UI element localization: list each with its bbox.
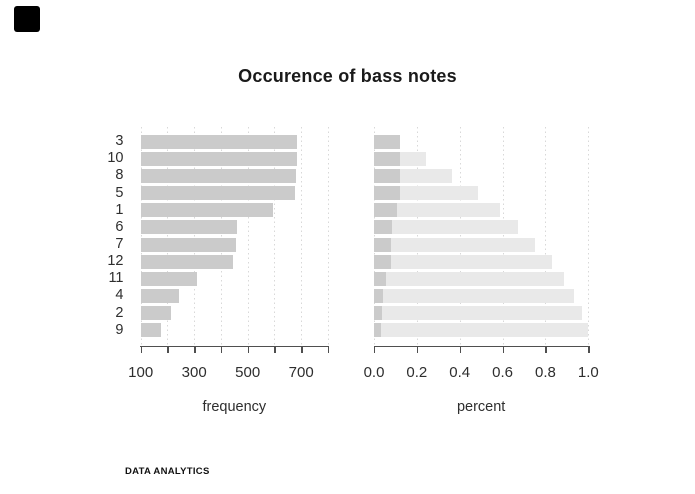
percent-bar-note-9: [374, 323, 381, 338]
gridline: [374, 127, 375, 345]
frequency-bar-note-3: [140, 134, 298, 149]
frequency-bar-note-4: [140, 288, 180, 303]
cumulative-percent-bar-note-10: [374, 151, 427, 166]
x-axis-tick: [459, 346, 462, 353]
gridline: [502, 127, 504, 345]
frequency-bar-note-11: [140, 271, 197, 286]
cumulative-percent-bar-note-8: [374, 168, 452, 183]
percent-bar-note-8: [374, 168, 400, 183]
gridline: [194, 127, 196, 345]
gridline: [247, 127, 249, 345]
cumulative-percent-bar-note-6: [374, 220, 518, 235]
x-axis-tick: [545, 346, 547, 353]
cumulative-percent-bar-note-2: [374, 306, 582, 321]
cumulative-percent-bar-note-3: [374, 134, 401, 149]
y-axis-label-note-6: 6: [115, 218, 124, 235]
frequency-bar-note-5: [140, 186, 295, 201]
y-axis-label-note-7: 7: [115, 236, 124, 252]
y-axis-label-note-2: 2: [115, 304, 124, 321]
frequency-bar-note-12: [140, 254, 233, 269]
cumulative-percent-bar-note-7: [374, 237, 536, 252]
percent-bar-note-5: [374, 186, 400, 201]
percent-bar-note-3: [374, 134, 401, 149]
x-axis-tick: [167, 346, 169, 353]
x-axis-tick: [301, 346, 303, 353]
x-axis-tick: [220, 346, 223, 353]
y-axis-label-note-3: 3: [115, 133, 124, 150]
x-tick-label: 1.0: [577, 364, 599, 381]
percent-bar-note-6: [374, 220, 392, 235]
y-axis-label-note-11: 11: [108, 270, 124, 287]
cumulative-percent-bar-note-4: [374, 288, 574, 303]
x-axis-tick: [247, 346, 250, 353]
x-axis-title-percent: percent: [456, 399, 506, 415]
cumulative-percent-bar-note-5: [374, 186, 478, 201]
x-axis-title-frequency: frequency: [202, 399, 267, 415]
gridline: [274, 127, 276, 345]
y-axis-label-note-12: 12: [107, 253, 124, 270]
percent-bar-note-7: [374, 237, 392, 252]
y-axis-label-note-1: 1: [115, 201, 124, 218]
footer-brand: DATA ANALYTICS: [125, 466, 210, 477]
logo-mark: [14, 6, 40, 32]
x-tick-label: 500: [235, 364, 261, 381]
frequency-bar-note-10: [140, 151, 298, 166]
percent-bar-note-4: [374, 288, 384, 303]
x-tick-label: 0.0: [363, 364, 385, 381]
frequency-bar-note-7: [140, 237, 236, 252]
y-axis-label-note-5: 5: [115, 184, 124, 201]
percent-bar-note-1: [374, 203, 397, 218]
x-tick-label: 700: [288, 364, 314, 381]
percent-bar-note-11: [374, 271, 386, 286]
gridline: [301, 127, 303, 345]
x-tick-label: 0.2: [406, 364, 428, 381]
x-axis-tick: [416, 346, 419, 353]
y-axis-label-note-4: 4: [115, 287, 124, 304]
chart-title: Occurence of bass notes: [238, 66, 457, 86]
percent-bar-note-10: [374, 151, 401, 166]
x-axis-tick: [588, 346, 590, 353]
frequency-bar-note-6: [140, 220, 237, 235]
gridline: [167, 127, 169, 345]
cumulative-percent-bar-note-1: [374, 203, 501, 218]
percent-bar-note-12: [374, 254, 391, 269]
gridline: [459, 127, 461, 345]
x-axis-tick: [327, 346, 330, 353]
x-axis-line: [140, 346, 329, 348]
x-axis-tick: [502, 346, 504, 353]
frequency-bar-note-9: [140, 323, 161, 338]
x-tick-label: 100: [128, 364, 154, 381]
gridline: [327, 127, 329, 345]
percent-bar-note-2: [374, 306, 383, 321]
frequency-bar-note-2: [140, 306, 172, 321]
y-axis-label-note-8: 8: [115, 167, 124, 184]
gridline: [220, 127, 222, 345]
x-axis-tick: [274, 346, 276, 353]
gridline: [416, 127, 418, 345]
x-tick-label: 0.6: [492, 364, 513, 381]
gridline: [140, 127, 142, 345]
x-axis-tick: [194, 346, 196, 353]
cumulative-percent-bar-note-9: [374, 323, 589, 338]
cumulative-percent-bar-note-12: [374, 254, 553, 269]
x-tick-label: 0.4: [449, 364, 471, 381]
gridline: [588, 127, 590, 345]
gridline: [545, 127, 547, 345]
frequency-bar-note-8: [140, 168, 296, 183]
x-axis-tick: [374, 346, 376, 353]
x-axis-line: [373, 346, 589, 348]
y-axis-label-note-9: 9: [115, 321, 124, 338]
x-axis-tick: [140, 346, 143, 353]
frequency-bar-note-1: [140, 203, 274, 218]
x-tick-label: 300: [181, 364, 207, 381]
cumulative-percent-bar-note-11: [374, 271, 565, 286]
y-axis-label-note-10: 10: [107, 150, 124, 167]
x-tick-label: 0.8: [535, 364, 556, 381]
